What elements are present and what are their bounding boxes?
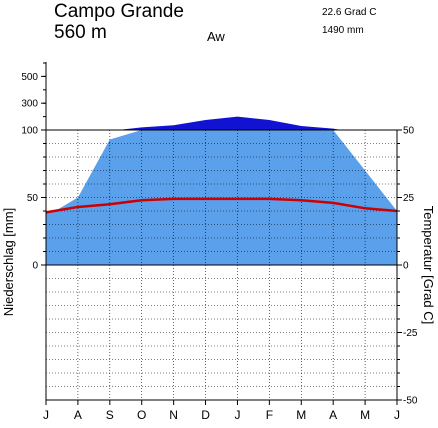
- month-label: J: [234, 408, 240, 422]
- temp-tick-label: 25: [403, 193, 415, 204]
- month-label: O: [137, 408, 146, 422]
- month-label: D: [201, 408, 210, 422]
- precip-tick-label: 50: [27, 193, 39, 204]
- climate-class: Aw: [207, 29, 225, 44]
- month-label: F: [266, 408, 273, 422]
- temp-tick-label: -25: [403, 328, 418, 339]
- temp-tick-label: -50: [403, 396, 418, 407]
- annual-temperature: 22.6 Grad C: [322, 7, 376, 18]
- month-label: M: [360, 408, 370, 422]
- month-label: M: [296, 408, 306, 422]
- humid-area-base: [46, 198, 397, 265]
- y-axis-label-temperature: Temperatur [Grad C]: [421, 206, 436, 325]
- month-label: J: [394, 408, 400, 422]
- precip-tick-label: 0: [32, 261, 38, 272]
- temp-tick-label: 50: [403, 126, 415, 137]
- precip-tick-label: 500: [21, 72, 38, 83]
- month-label: J: [43, 408, 49, 422]
- temperature-line: [45, 197, 398, 214]
- station-elevation: 560 m: [54, 22, 107, 43]
- y-axis-label-precipitation: Niederschlag [mm]: [1, 208, 16, 316]
- month-label: A: [329, 408, 337, 422]
- annual-precipitation: 1490 mm: [322, 25, 364, 36]
- temp-tick-label: 0: [403, 261, 409, 272]
- month-label: A: [74, 408, 82, 422]
- month-label: N: [169, 408, 178, 422]
- month-label: S: [106, 408, 114, 422]
- precip-tick-label: 300: [21, 99, 38, 110]
- precip-tick-label: 100: [21, 126, 38, 137]
- station-name: Campo Grande: [54, 1, 184, 22]
- humid-area: [46, 130, 397, 217]
- perhumid-area: [118, 116, 342, 130]
